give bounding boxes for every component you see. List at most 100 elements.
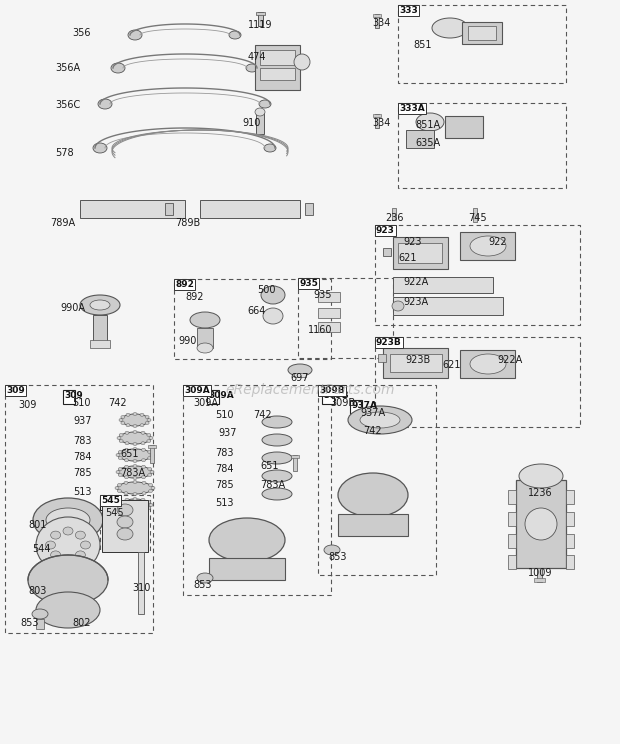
Ellipse shape <box>262 434 292 446</box>
Text: 892: 892 <box>175 280 194 289</box>
Bar <box>256 112 264 134</box>
Text: 510: 510 <box>215 410 234 420</box>
Ellipse shape <box>133 425 137 428</box>
Ellipse shape <box>125 498 129 501</box>
Ellipse shape <box>288 364 312 376</box>
Ellipse shape <box>360 412 400 428</box>
Ellipse shape <box>416 113 444 131</box>
Text: 935: 935 <box>299 279 318 288</box>
Text: 545: 545 <box>105 508 123 518</box>
Bar <box>298 278 393 358</box>
Bar <box>318 385 436 575</box>
Bar <box>93 315 107 343</box>
Bar <box>406 130 434 148</box>
Ellipse shape <box>151 487 155 490</box>
Text: 510: 510 <box>72 398 91 408</box>
Bar <box>398 5 566 83</box>
Text: 923: 923 <box>403 237 422 247</box>
Ellipse shape <box>141 498 145 501</box>
Bar <box>305 203 313 215</box>
Bar <box>260 68 295 80</box>
Text: 334: 334 <box>372 118 391 128</box>
Ellipse shape <box>119 432 151 444</box>
Text: 853: 853 <box>193 580 211 590</box>
Bar <box>5 385 153 633</box>
Ellipse shape <box>133 498 137 501</box>
Text: 923: 923 <box>376 226 395 235</box>
Text: 651: 651 <box>260 461 278 471</box>
Bar <box>375 114 379 128</box>
Bar <box>318 322 340 332</box>
Text: 990A: 990A <box>60 303 85 313</box>
Ellipse shape <box>125 475 128 478</box>
Text: 1119: 1119 <box>248 20 273 30</box>
Ellipse shape <box>141 475 146 478</box>
Ellipse shape <box>133 493 137 496</box>
Text: 309: 309 <box>64 391 82 400</box>
Ellipse shape <box>126 423 130 427</box>
Ellipse shape <box>140 414 144 417</box>
Text: 333A: 333A <box>399 104 425 113</box>
Text: 990: 990 <box>178 336 197 346</box>
Text: 1236: 1236 <box>528 488 552 498</box>
Bar <box>350 400 362 414</box>
Text: 783A: 783A <box>260 480 285 490</box>
Text: 910: 910 <box>242 118 260 128</box>
Bar <box>393 297 503 315</box>
Ellipse shape <box>117 528 133 540</box>
Ellipse shape <box>197 573 213 583</box>
Bar <box>322 390 334 404</box>
Text: 922A: 922A <box>497 355 522 365</box>
Bar <box>445 116 483 138</box>
Text: 474: 474 <box>248 52 267 62</box>
Text: 783: 783 <box>73 436 92 446</box>
Ellipse shape <box>147 501 151 504</box>
Ellipse shape <box>150 454 154 457</box>
Text: 333: 333 <box>399 6 418 15</box>
Text: 789A: 789A <box>50 218 75 228</box>
Text: eReplacementParts.com: eReplacementParts.com <box>225 383 395 397</box>
Ellipse shape <box>125 459 128 462</box>
Bar <box>293 455 297 471</box>
Ellipse shape <box>262 416 292 428</box>
Ellipse shape <box>117 504 133 516</box>
Text: 803: 803 <box>28 586 46 596</box>
Ellipse shape <box>80 295 120 315</box>
Bar <box>508 490 516 504</box>
Ellipse shape <box>117 516 133 528</box>
Ellipse shape <box>118 451 122 454</box>
Ellipse shape <box>259 100 271 108</box>
Text: 309B: 309B <box>319 386 345 395</box>
Bar <box>318 308 340 318</box>
Ellipse shape <box>141 449 146 452</box>
Bar <box>183 385 331 595</box>
Text: 892: 892 <box>185 292 203 302</box>
Ellipse shape <box>118 466 152 478</box>
Ellipse shape <box>264 144 276 152</box>
Text: 1160: 1160 <box>308 325 332 335</box>
Ellipse shape <box>133 460 137 463</box>
Ellipse shape <box>36 592 100 628</box>
Text: 923A: 923A <box>403 297 428 307</box>
Text: 309: 309 <box>18 400 37 410</box>
Ellipse shape <box>133 443 137 446</box>
Text: 309B: 309B <box>330 398 355 408</box>
Bar <box>100 496 112 510</box>
Bar <box>537 568 542 582</box>
Text: 513: 513 <box>215 498 234 508</box>
Ellipse shape <box>338 473 408 517</box>
Bar <box>393 277 493 293</box>
Bar <box>373 114 381 117</box>
Text: 309: 309 <box>6 386 25 395</box>
Text: 922: 922 <box>488 237 507 247</box>
Ellipse shape <box>28 555 108 605</box>
Bar <box>102 500 148 552</box>
Ellipse shape <box>190 312 220 328</box>
Bar <box>200 200 300 218</box>
Text: 236: 236 <box>385 213 404 223</box>
Bar <box>294 373 306 377</box>
Bar <box>150 445 154 463</box>
Ellipse shape <box>141 432 145 434</box>
Ellipse shape <box>133 481 137 484</box>
Text: 801: 801 <box>28 520 46 530</box>
